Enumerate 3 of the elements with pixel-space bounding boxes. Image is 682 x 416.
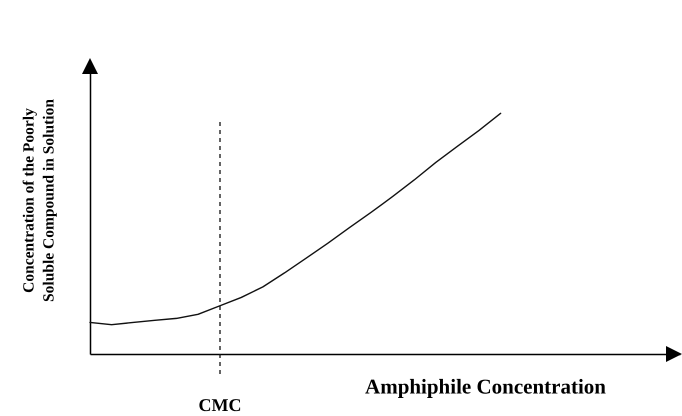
x-axis-title: Amphiphile Concentration <box>365 374 606 398</box>
y-axis-title: Concentration of the Poorly Soluble Compound in Solution <box>20 98 58 302</box>
text: CMC <box>198 395 242 415</box>
